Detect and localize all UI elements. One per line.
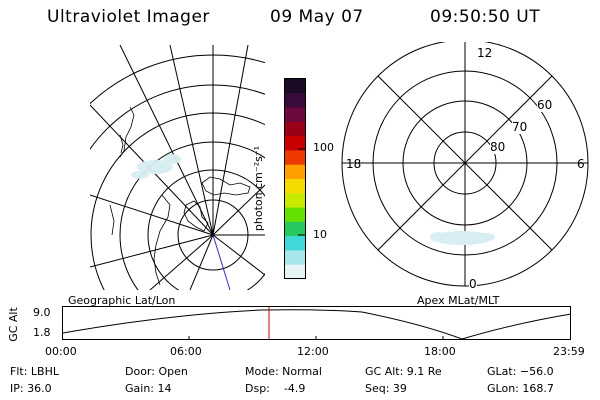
colorbar-segment <box>285 107 305 123</box>
polar-aurora-patch <box>430 231 495 245</box>
aurora-emission-patch <box>131 154 181 179</box>
altitude-timeline <box>62 306 572 340</box>
info-glon: GLon: 168.7 <box>487 382 554 395</box>
observation-date: 09 May 07 <box>270 7 364 27</box>
colorbar-segment <box>285 236 305 252</box>
apex-polar-plot <box>341 42 589 287</box>
info-filter: Flt: LBHL <box>10 365 59 378</box>
timeline-x-tick-1200: 12:00 <box>297 345 329 358</box>
mlat-label-80: 80 <box>490 140 506 154</box>
info-glat: GLat: −56.0 <box>487 365 554 378</box>
colorbar-segment <box>285 179 305 194</box>
mlt-label-0: 0 <box>469 277 477 291</box>
timeline-y-tick-high: 9.0 <box>33 306 51 319</box>
timeline-y-tick-low: 1.8 <box>33 326 51 339</box>
info-seq: Seq: 39 <box>365 382 407 395</box>
mlat-label-60: 60 <box>537 98 553 112</box>
timeline-x-tick-0600: 06:00 <box>170 345 202 358</box>
timeline-x-tick-0000: 00:00 <box>45 345 77 358</box>
colorbar-segment <box>285 136 305 152</box>
info-door: Door: Open <box>125 365 188 378</box>
colorbar-segment <box>285 79 305 94</box>
mlat-label-70: 70 <box>512 120 528 134</box>
spacecraft-track <box>212 234 231 290</box>
colorbar-segment <box>285 221 305 237</box>
colorbar-segment <box>285 193 305 209</box>
colorbar-segment <box>285 164 305 180</box>
colorbar-segment <box>285 150 305 166</box>
info-gain: Gain: 14 <box>125 382 172 395</box>
instrument-title: Ultraviolet Imager <box>47 7 210 27</box>
colorbar-segment <box>285 250 305 266</box>
altitude-curve <box>62 309 572 340</box>
mlt-label-6: 6 <box>577 157 585 171</box>
intensity-colorbar <box>284 78 306 280</box>
timeline-x-tick-2359: 23:59 <box>553 345 585 358</box>
colorbar-segment <box>285 121 305 137</box>
mlt-label-12: 12 <box>476 46 494 60</box>
colorbar-segment <box>285 264 305 280</box>
coastline-outlines <box>109 106 251 286</box>
timeline-right-title: Apex MLat/MLT <box>417 294 500 307</box>
colorbar-tick-100: 100 <box>313 141 334 154</box>
info-gc-alt: GC Alt: 9.1 Re <box>365 365 442 378</box>
observation-time: 09:50:50 UT <box>430 7 541 27</box>
polar-diagonal-b <box>377 75 553 251</box>
mlt-label-18: 18 <box>346 157 362 171</box>
info-mode: Mode: Normal <box>245 365 322 378</box>
timeline-x-tick-1800: 18:00 <box>424 345 456 358</box>
colorbar-tick-10: 10 <box>313 228 327 241</box>
timeline-y-axis-label: GC Alt <box>6 307 20 342</box>
timeline-left-title: Geographic Lat/Lon <box>68 294 176 307</box>
colorbar-segment <box>285 207 305 223</box>
colorbar-segment <box>285 93 305 109</box>
longitude-lines <box>90 45 265 290</box>
info-dsp: Dsp: -4.9 <box>245 382 306 395</box>
info-ip: IP: 36.0 <box>10 382 52 395</box>
colorbar-unit-label: photon cm⁻²s⁻¹ <box>252 145 266 232</box>
geographic-map-panel <box>90 45 265 290</box>
